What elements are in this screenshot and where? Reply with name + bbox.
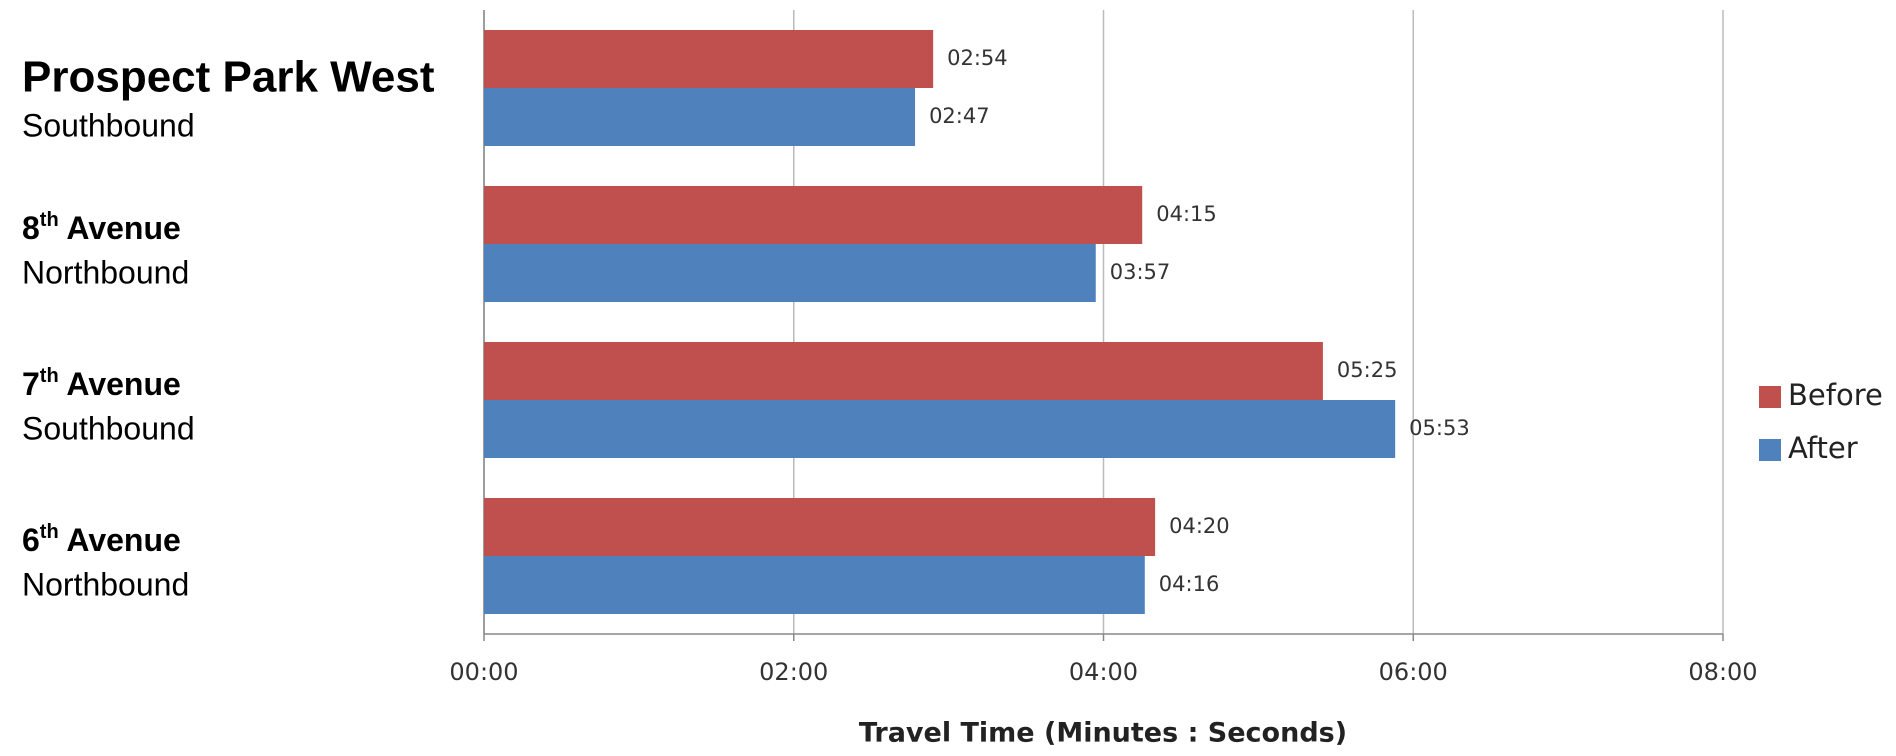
x-tick-label: 04:00: [1069, 658, 1138, 686]
value-label: 04:20: [1169, 514, 1230, 538]
value-label: 05:53: [1409, 416, 1470, 440]
x-tick-label: 06:00: [1379, 658, 1448, 686]
bar: [484, 498, 1156, 556]
category-direction: Northbound: [22, 566, 189, 602]
value-label: 02:47: [929, 104, 990, 128]
bar: [484, 400, 1396, 458]
bar: [484, 88, 916, 146]
value-label: 05:25: [1337, 358, 1398, 382]
x-tick-label: 02:00: [759, 658, 828, 686]
bar: [484, 30, 934, 88]
bar: [484, 342, 1323, 400]
category-label: Prospect Park West: [22, 53, 435, 102]
category-direction: Southbound: [22, 107, 195, 143]
value-label: 04:15: [1156, 202, 1217, 226]
x-tick-label: 08:00: [1688, 658, 1757, 686]
bar: [484, 556, 1145, 614]
x-tick-label: 00:00: [449, 658, 518, 686]
bar: [484, 186, 1143, 244]
category-label: 6th Avenue: [22, 521, 181, 558]
category-direction: Northbound: [22, 254, 189, 290]
legend-swatch: [1759, 386, 1781, 408]
value-label: 04:16: [1159, 572, 1220, 596]
x-axis-title: Travel Time (Minutes : Seconds): [859, 718, 1347, 749]
category-label: 7th Avenue: [22, 365, 181, 402]
legend-label: After: [1788, 431, 1858, 465]
legend-swatch: [1759, 439, 1781, 461]
value-label: 02:54: [947, 46, 1008, 70]
legend-label: Before: [1788, 378, 1883, 412]
bar: [484, 244, 1096, 302]
category-label: 8th Avenue: [22, 209, 181, 246]
value-label: 03:57: [1110, 260, 1171, 284]
category-direction: Southbound: [22, 410, 195, 446]
